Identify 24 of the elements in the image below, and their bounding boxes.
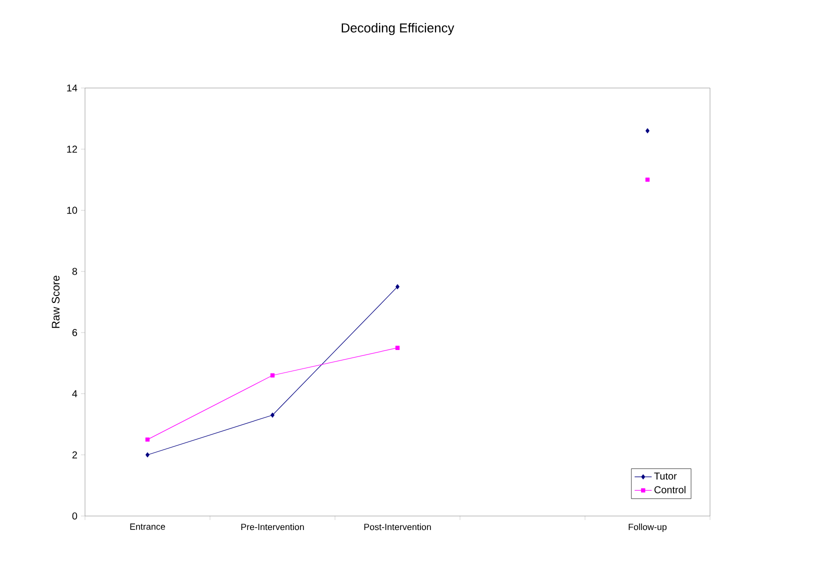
- legend-label: Tutor: [654, 472, 677, 480]
- point: [395, 346, 400, 350]
- point: [270, 373, 275, 378]
- x-tick-label: Pre-Intervention: [241, 524, 304, 530]
- point: [146, 452, 150, 458]
- x-tick-label: Post-Intervention: [364, 524, 431, 530]
- y-tick-label: 8: [72, 268, 78, 275]
- y-tick-label: 0: [72, 512, 78, 520]
- x-tick-label: Follow-up: [628, 524, 667, 532]
- point: [645, 178, 650, 182]
- y-tick-label: 2: [72, 451, 77, 458]
- y-axis-title: Raw Score: [52, 276, 60, 328]
- point: [646, 128, 650, 134]
- y-tick-label: 10: [67, 206, 78, 214]
- point: [270, 412, 274, 418]
- y-tick-label: 4: [72, 390, 78, 398]
- y-tick-label: 14: [67, 84, 78, 92]
- y-tick-label: 6: [72, 329, 78, 336]
- chart-title: Decoding Efficiency: [342, 22, 454, 36]
- y-tick-label: 12: [67, 146, 77, 153]
- x-tick-label: Entrance: [130, 524, 166, 530]
- legend-label: Control: [654, 486, 686, 494]
- point: [145, 437, 150, 442]
- point: [396, 284, 400, 290]
